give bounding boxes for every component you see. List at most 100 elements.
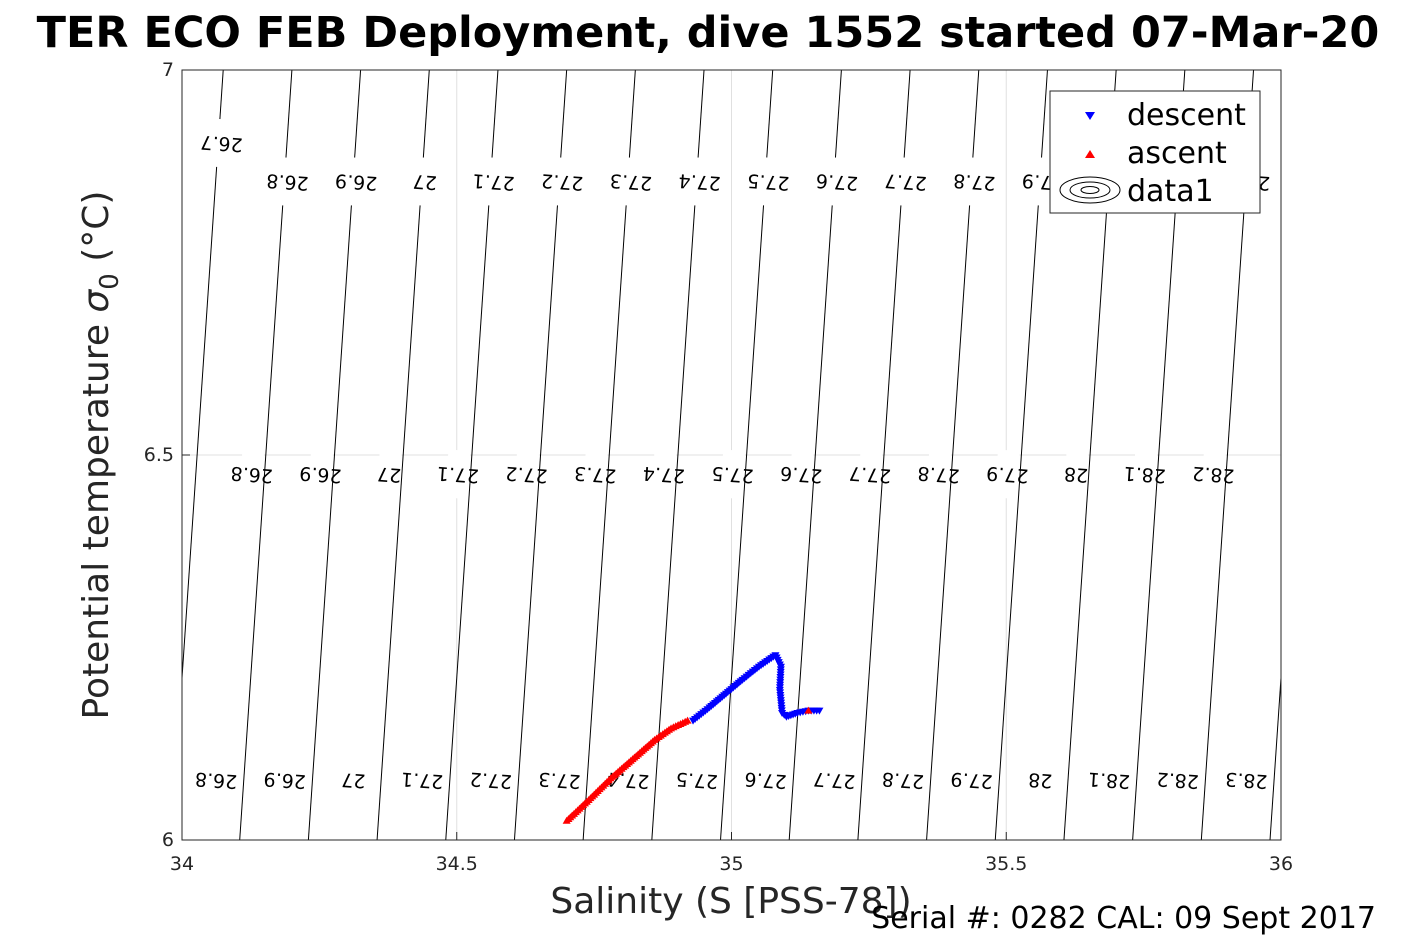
ascent-point bbox=[804, 706, 813, 714]
contour-label-bg bbox=[412, 156, 438, 207]
contour-label: 27.5 bbox=[746, 169, 790, 194]
contour-label-bg bbox=[480, 156, 507, 207]
legend: descent ascent data1 bbox=[1049, 90, 1261, 214]
contour-label-bg bbox=[1030, 156, 1056, 207]
contour-label-bg bbox=[994, 449, 1020, 499]
contour-label: 27.3 bbox=[609, 169, 653, 194]
isopycnal-line bbox=[1269, 670, 1281, 840]
contour-label-bg bbox=[546, 755, 573, 805]
contour-labels: 26.7 26.8 26.9 27 27.1 27.2 27.3 27.4 27.5 27.6 27… bbox=[194, 118, 1271, 805]
y-axis-label-sigma: σ bbox=[76, 289, 117, 313]
contour-label-bg bbox=[478, 755, 504, 805]
contour-label-bg bbox=[788, 449, 814, 499]
contour-label: 27.7 bbox=[848, 462, 892, 487]
contour-label: 28.3 bbox=[1225, 768, 1269, 793]
data-points bbox=[562, 652, 824, 824]
contour-label: 26.7 bbox=[200, 131, 244, 156]
contour-label: 28.1 bbox=[1087, 768, 1131, 793]
contour-label-bg bbox=[340, 755, 367, 805]
contour-label: 27.9 bbox=[985, 462, 1029, 487]
ascent-point bbox=[683, 716, 692, 724]
contour-label: 27.5 bbox=[711, 462, 755, 487]
contour-label: 27.7 bbox=[812, 768, 856, 793]
contour-label-bg bbox=[687, 156, 713, 207]
contour-label: 26.8 bbox=[230, 462, 274, 487]
series-ascent bbox=[562, 706, 813, 824]
contour-label: 26.9 bbox=[299, 462, 343, 487]
series-descent bbox=[689, 652, 824, 725]
x-tick-label: 34.5 bbox=[436, 853, 478, 875]
contour-label-bg bbox=[409, 755, 435, 805]
contour-label-bg bbox=[1200, 449, 1227, 499]
contour-label-bg bbox=[513, 449, 540, 499]
contour-label: 27.1 bbox=[472, 169, 516, 194]
y-axis-label-unit: (°C) bbox=[76, 191, 117, 274]
contour-label: 27.2 bbox=[540, 169, 584, 194]
contour-label-bg bbox=[1063, 449, 1089, 499]
y-ticks: 66.57 bbox=[144, 59, 190, 851]
contour-label-bg bbox=[343, 156, 369, 207]
y-axis-label: Potential temperature σ0 (°C) bbox=[76, 191, 125, 720]
contour-label: 27.8 bbox=[917, 462, 961, 487]
contour-label-bg bbox=[618, 156, 644, 207]
contour-label-bg bbox=[307, 449, 334, 499]
legend-descent-label: descent bbox=[1127, 98, 1246, 133]
y-tick-label: 6.5 bbox=[144, 444, 174, 466]
contour-label: 26.9 bbox=[263, 768, 307, 793]
contour-label: 27.2 bbox=[505, 462, 549, 487]
descent-point bbox=[815, 707, 824, 715]
contour-label: 27.6 bbox=[744, 768, 788, 793]
contour-label: 27.6 bbox=[779, 462, 823, 487]
legend-data1-label: data1 bbox=[1127, 174, 1214, 209]
contour-label-bg bbox=[582, 449, 608, 499]
x-ticks: 34 34.5 35 35.5 36 bbox=[170, 832, 1293, 875]
chart-title: TER ECO FEB Deployment, dive 1552 starte… bbox=[37, 8, 1380, 58]
isopycnal-line bbox=[1339, 70, 1391, 840]
contour-label: 27.7 bbox=[884, 169, 928, 194]
legend-ascent-marker bbox=[1085, 150, 1095, 158]
contour-label: 27.4 bbox=[642, 462, 686, 487]
contour-label: 28.2 bbox=[1156, 768, 1200, 793]
contour-label-bg bbox=[684, 755, 710, 805]
contour-label: 27.8 bbox=[881, 768, 925, 793]
contour-label-bg bbox=[1165, 755, 1191, 805]
legend-contour-marker bbox=[1059, 176, 1121, 204]
y-tick-label: 7 bbox=[162, 59, 174, 81]
contour-label: 27.9 bbox=[950, 768, 994, 793]
contour-label-bg bbox=[1132, 449, 1158, 499]
x-tick-label: 36 bbox=[1269, 853, 1293, 875]
contour-label: 27 bbox=[412, 170, 438, 194]
contour-label-bg bbox=[549, 156, 575, 207]
x-tick-label: 35 bbox=[719, 853, 743, 875]
contour-label-bg bbox=[755, 156, 781, 207]
contour-label: 27.4 bbox=[678, 169, 722, 194]
legend-ascent-label: ascent bbox=[1127, 136, 1227, 171]
contour-label-bg bbox=[272, 755, 298, 805]
contour-label-bg bbox=[961, 156, 987, 207]
contour-label-bg bbox=[203, 755, 229, 805]
isopycnal-line bbox=[182, 70, 224, 686]
contour-label: 26.9 bbox=[334, 169, 378, 194]
x-tick-label: 35.5 bbox=[985, 853, 1027, 875]
contour-label-bg bbox=[651, 449, 677, 499]
contour-label-bg bbox=[720, 449, 746, 499]
y-tick-label: 6 bbox=[162, 829, 174, 851]
contour-label-bg bbox=[893, 156, 919, 207]
contour-label: 27.5 bbox=[675, 768, 719, 793]
contour-label-bg bbox=[239, 449, 265, 499]
contour-label-bg bbox=[376, 449, 402, 499]
contour-label: 28 bbox=[1063, 462, 1089, 486]
contour-label-bg bbox=[890, 755, 916, 805]
isopycnal-line bbox=[1407, 70, 1417, 840]
contour-label: 27 bbox=[376, 462, 402, 486]
contour-label-bg bbox=[752, 755, 779, 805]
contour-label: 27.3 bbox=[538, 768, 582, 793]
contour-label: 26.8 bbox=[194, 768, 238, 793]
contour-label-bg bbox=[926, 449, 952, 499]
contour-label: 28.2 bbox=[1192, 462, 1236, 487]
contour-label: 27.3 bbox=[573, 462, 617, 487]
contour-label-bg bbox=[857, 449, 883, 499]
contour-label: 27.6 bbox=[815, 169, 859, 194]
contour-label-bg bbox=[959, 755, 985, 805]
